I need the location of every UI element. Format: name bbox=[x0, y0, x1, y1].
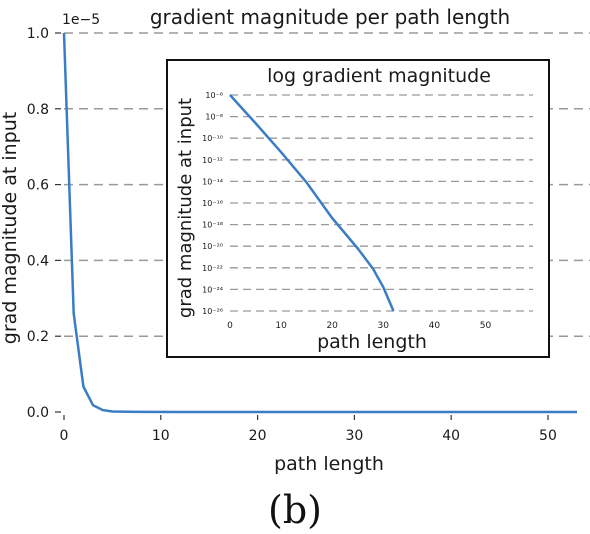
inset-x-tick-label: 0 bbox=[227, 321, 233, 331]
main-x-tick-label: 20 bbox=[249, 428, 267, 444]
inset-chart-title: log gradient magnitude bbox=[267, 65, 491, 87]
main-y-tick-label: 1.0 bbox=[27, 26, 49, 42]
main-y-tick-labels: 0.0 0.2 0.4 0.6 0.8 1.0 bbox=[27, 26, 49, 421]
inset-y-tick-label: 10⁻¹² bbox=[202, 156, 223, 165]
inset-y-tick-label: 10⁻²² bbox=[202, 264, 223, 273]
main-y-tick-label: 0.2 bbox=[27, 329, 49, 345]
inset-series-line bbox=[229, 94, 395, 312]
main-chart: 0.0 0.2 0.4 0.6 0.8 1.0 0 10 20 30 40 50 gradient … bbox=[0, 5, 590, 475]
main-y-tick-label: 0.0 bbox=[27, 405, 49, 421]
main-x-tick-labels: 0 10 20 30 40 50 bbox=[60, 415, 557, 444]
inset-y-tick-label: 10⁻⁸ bbox=[205, 113, 223, 122]
inset-gridlines bbox=[230, 94, 533, 312]
inset-x-tick-label: 50 bbox=[480, 321, 492, 331]
main-chart-title: gradient magnitude per path length bbox=[150, 5, 510, 29]
inset-y-tick-label: 10⁻¹⁶ bbox=[202, 199, 223, 208]
main-y-tick-label: 0.6 bbox=[27, 178, 49, 194]
inset-y-tick-label: 10⁻²⁶ bbox=[202, 307, 223, 316]
main-x-tick-label: 0 bbox=[60, 428, 69, 444]
main-y-tick-label: 0.4 bbox=[27, 253, 49, 269]
inset-x-tick-label: 10 bbox=[275, 321, 287, 331]
main-y-tick-label: 0.8 bbox=[27, 102, 49, 118]
inset-x-tick-labels: 0 10 20 30 40 50 bbox=[227, 321, 491, 331]
inset-x-tick-label: 30 bbox=[378, 321, 390, 331]
inset-y-tick-labels: 10⁻⁶ 10⁻⁸ 10⁻¹⁰ 10⁻¹² 10⁻¹⁴ 10⁻¹⁶ 10⁻¹⁸ 10⁻²⁰ 10… bbox=[202, 91, 223, 316]
main-x-tick-label: 30 bbox=[345, 428, 363, 444]
main-y-scale-label: 1e−5 bbox=[62, 12, 100, 28]
main-x-tick-label: 10 bbox=[152, 428, 170, 444]
inset-y-tick-label: 10⁻⁶ bbox=[205, 91, 223, 100]
inset-y-tick-label: 10⁻¹⁴ bbox=[202, 177, 223, 186]
main-x-tick-label: 50 bbox=[539, 428, 557, 444]
main-y-axis-label: grad magnitude at input bbox=[0, 112, 21, 344]
main-series-line bbox=[62, 32, 577, 414]
inset-frame bbox=[166, 59, 550, 358]
inset-x-tick-label: 20 bbox=[326, 321, 338, 331]
inset-y-tick-label: 10⁻¹⁸ bbox=[202, 221, 223, 230]
inset-y-axis-label: grad magnitude at input bbox=[175, 98, 196, 318]
inset-y-tick-label: 10⁻²⁰ bbox=[202, 242, 223, 251]
inset-chart: 10⁻⁶ 10⁻⁸ 10⁻¹⁰ 10⁻¹² 10⁻¹⁴ 10⁻¹⁶ 10⁻¹⁸ 10⁻²⁰ 10… bbox=[166, 59, 550, 358]
inset-x-tick-label: 40 bbox=[429, 321, 441, 331]
inset-x-axis-label: path length bbox=[317, 331, 427, 353]
main-x-tick-label: 40 bbox=[442, 428, 460, 444]
inset-y-tick-label: 10⁻¹⁰ bbox=[202, 134, 223, 143]
figure-caption: (b) bbox=[268, 488, 322, 532]
main-x-axis-label: path length bbox=[274, 453, 384, 475]
inset-y-tick-label: 10⁻²⁴ bbox=[202, 285, 223, 294]
